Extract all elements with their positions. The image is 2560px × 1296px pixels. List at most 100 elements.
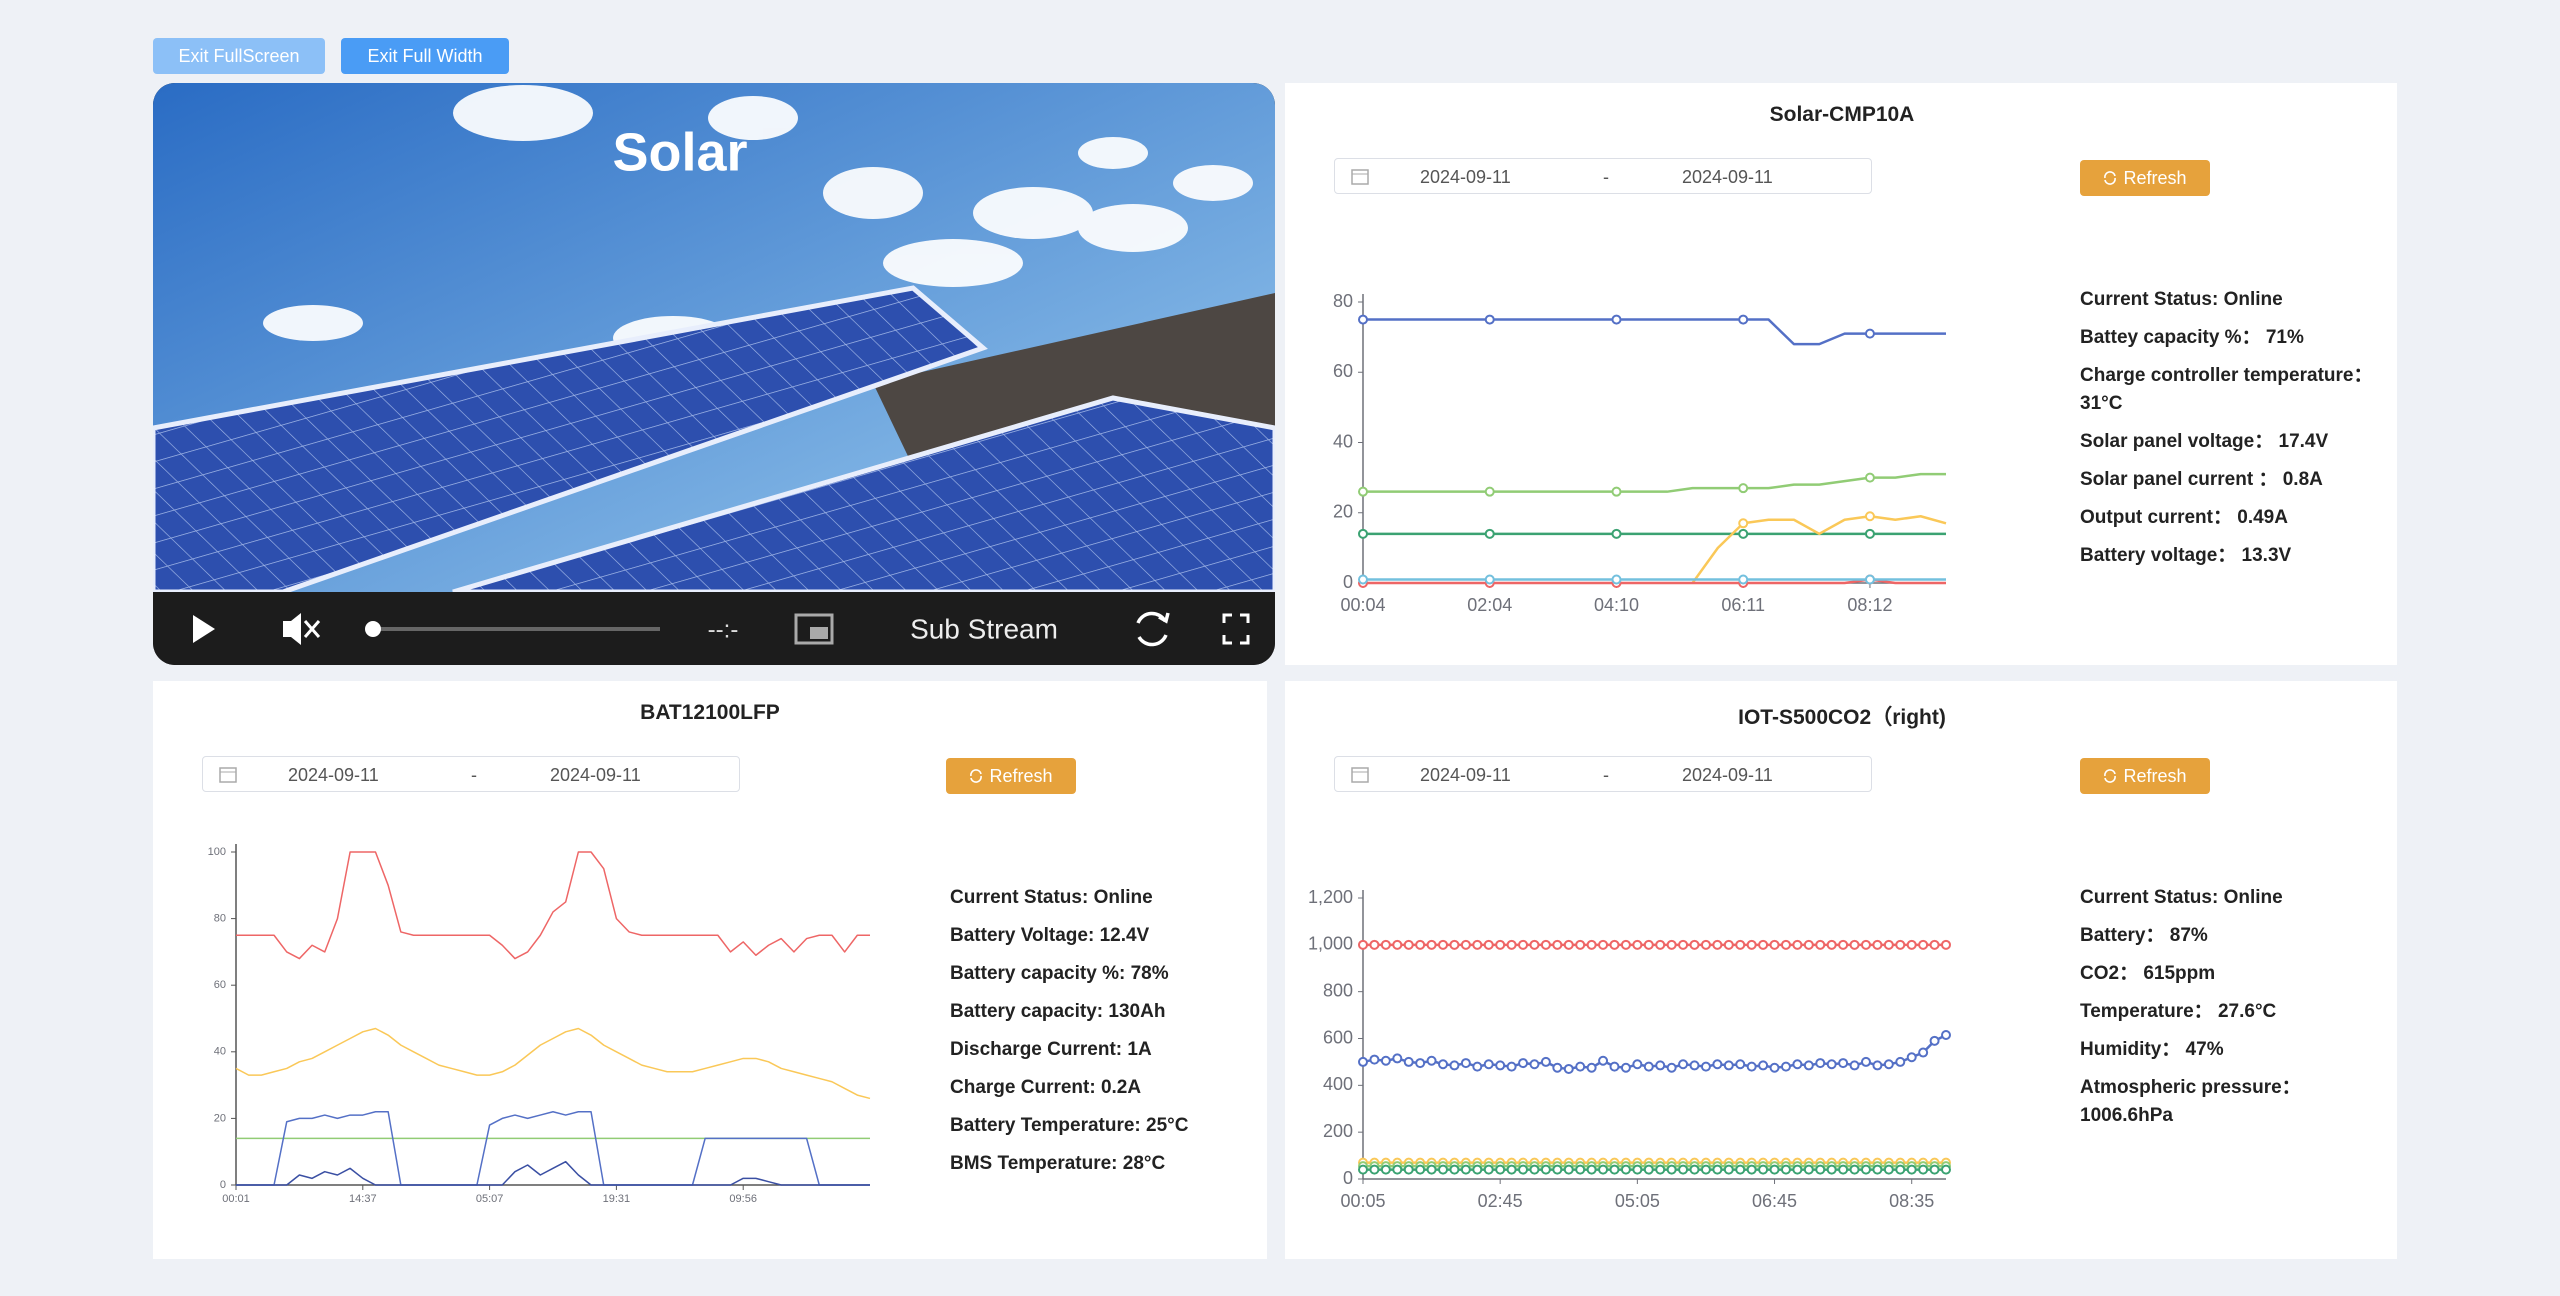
data-point	[1426, 939, 1437, 950]
data-point	[1849, 1164, 1860, 1175]
data-point	[1472, 1164, 1483, 1175]
data-point	[1929, 939, 1940, 950]
data-point	[1392, 1053, 1403, 1064]
data-point	[1655, 1060, 1666, 1071]
data-point	[1598, 1164, 1609, 1175]
series-line	[1363, 578, 1946, 585]
y-tick-label: 60	[214, 979, 226, 991]
exit-fullscreen-button[interactable]: Exit FullScreen	[153, 38, 325, 74]
mute-button[interactable]	[283, 613, 321, 645]
data-point	[1895, 1056, 1906, 1067]
date-range[interactable]: 2024-09-11 - 2024-09-11	[1334, 158, 1872, 194]
x-tick-label: 00:04	[1340, 595, 1385, 615]
data-point	[1392, 1164, 1403, 1175]
data-point	[1518, 939, 1529, 950]
data-point	[1484, 314, 1495, 325]
data-point	[1906, 1052, 1917, 1063]
data-point	[1826, 939, 1837, 950]
y-tick-label: 60	[1333, 361, 1353, 381]
data-point	[1780, 1164, 1791, 1175]
data-point	[1495, 1060, 1506, 1071]
progress-handle[interactable]	[365, 621, 381, 637]
date-range[interactable]: 2024-09-11 - 2024-09-11	[1334, 756, 1872, 792]
data-point	[1849, 939, 1860, 950]
info-line: Atmospheric pressure：1006.6hPa	[2080, 1077, 2301, 1126]
data-point	[1529, 939, 1540, 950]
data-point	[1563, 1063, 1574, 1074]
data-point	[1563, 939, 1574, 950]
data-point	[1792, 939, 1803, 950]
refresh-button[interactable]: Refresh	[946, 758, 1076, 794]
refresh-label: Refresh	[2123, 765, 2187, 786]
data-point	[1780, 1061, 1791, 1072]
data-point	[1632, 939, 1643, 950]
y-tick-label: 80	[1333, 291, 1353, 311]
data-point	[1738, 314, 1749, 325]
refresh-button[interactable]: Refresh	[2080, 758, 2210, 794]
data-point	[1735, 939, 1746, 950]
play-button[interactable]	[193, 615, 215, 643]
data-point	[1598, 939, 1609, 950]
data-point	[1540, 1164, 1551, 1175]
data-point	[1552, 1164, 1563, 1175]
data-point	[1643, 939, 1654, 950]
data-point	[1632, 1059, 1643, 1070]
date-range[interactable]: 2024-09-11 - 2024-09-11	[202, 756, 740, 792]
data-point	[1735, 1059, 1746, 1070]
data-point	[1666, 939, 1677, 950]
x-tick-label: 05:07	[476, 1193, 504, 1205]
info-list: Current Status: Online Battey capacity %：…	[2080, 286, 2390, 580]
stream-switch[interactable]: Sub Stream	[910, 613, 1058, 644]
data-point	[1678, 1164, 1689, 1175]
reload-button[interactable]	[1136, 611, 1170, 647]
data-point	[1552, 1062, 1563, 1073]
data-point	[1460, 939, 1471, 950]
data-point	[1403, 939, 1414, 950]
data-point	[1495, 1164, 1506, 1175]
info-line: Solar panel current ： 0.8A	[2080, 469, 2323, 490]
data-point	[1358, 528, 1368, 539]
data-point	[1438, 939, 1449, 950]
y-tick-label: 0	[1343, 1168, 1353, 1188]
data-point	[1369, 1164, 1380, 1175]
data-point	[1380, 939, 1391, 950]
data-point	[1575, 1164, 1586, 1175]
data-point	[1929, 1164, 1940, 1175]
data-point	[1620, 1164, 1631, 1175]
x-tick-label: 06:11	[1721, 595, 1765, 615]
x-tick-label: 14:37	[349, 1193, 377, 1205]
refresh-button[interactable]: Refresh	[2080, 160, 2210, 196]
series-line	[235, 1027, 871, 1100]
data-point	[1746, 1061, 1757, 1072]
data-point	[1426, 1164, 1437, 1175]
data-point	[1941, 939, 1951, 950]
data-point	[1575, 939, 1586, 950]
data-point	[1449, 1164, 1460, 1175]
data-point	[1483, 1164, 1494, 1175]
data-point	[1860, 1164, 1871, 1175]
data-point	[1403, 1056, 1414, 1067]
data-point	[1838, 1164, 1849, 1175]
data-point	[1586, 1164, 1597, 1175]
chart: 0 20 40 60 80 00:04 02:04 04:10 06:11 08:12	[1333, 291, 1947, 615]
exit-full-width-button[interactable]: Exit Full Width	[341, 38, 509, 74]
solar-panel-card: 0 20 40 60 80 00:04 02:04 04:10 06:11 08:12 Solar…	[1285, 83, 2397, 665]
fullscreen-button[interactable]	[1222, 613, 1250, 645]
info-line: Current Status: Online	[2080, 887, 2283, 908]
data-point	[1586, 1062, 1597, 1073]
data-point	[1495, 939, 1506, 950]
calendar-icon	[219, 767, 237, 783]
data-point	[1666, 1062, 1677, 1073]
data-point	[1611, 314, 1622, 325]
data-point	[1838, 1058, 1849, 1069]
data-point	[1769, 1164, 1780, 1175]
data-point	[1826, 1164, 1837, 1175]
data-point	[1849, 1060, 1860, 1071]
pip-button[interactable]	[794, 613, 834, 645]
control-bar	[153, 592, 1275, 665]
data-point	[1506, 939, 1517, 950]
info-line: Charge controller temperature：31°C	[2080, 365, 2373, 414]
data-point	[1838, 939, 1849, 950]
y-tick-label: 400	[1323, 1074, 1353, 1094]
data-point	[1358, 1056, 1368, 1067]
